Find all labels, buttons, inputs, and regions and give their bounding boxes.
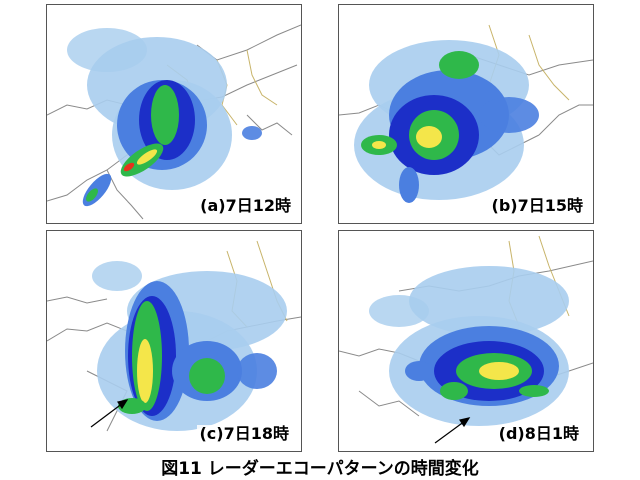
panel-label-c: (c)7日18時 xyxy=(197,424,291,443)
echo-area-d xyxy=(369,266,569,426)
radar-map-b xyxy=(339,24,593,203)
figure-caption: 図11 レーダーエコーパターンの時間変化 xyxy=(161,459,479,479)
radar-map-c xyxy=(47,240,301,432)
arrow-c xyxy=(90,399,129,428)
echo-area-b xyxy=(354,40,539,203)
panel-label-a: (a)7日12時 xyxy=(198,196,293,215)
echo-area-a xyxy=(67,28,262,207)
panel-label-b: (b)7日15時 xyxy=(489,196,585,215)
panel-d: (d)8日1時 xyxy=(338,230,594,452)
panel-label-d: (d)8日1時 xyxy=(496,424,581,443)
arrow-d xyxy=(434,417,471,444)
radar-map-d xyxy=(339,235,593,444)
panel-b: (b)7日15時 xyxy=(338,4,594,224)
radar-map-a xyxy=(47,24,301,220)
panel-a: (a)7日12時 xyxy=(46,4,302,224)
panel-c: (c)7日18時 xyxy=(46,230,302,452)
